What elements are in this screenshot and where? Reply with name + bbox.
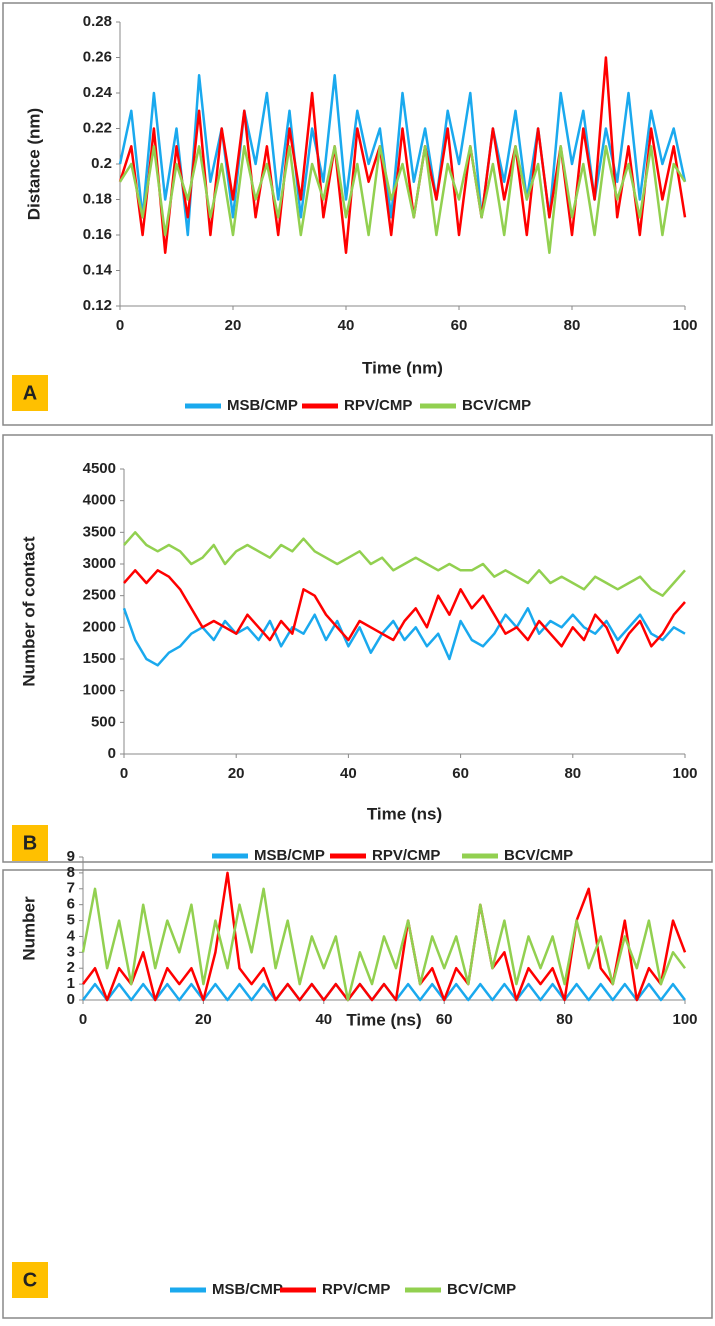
y-tick-label: 4500 — [83, 460, 116, 477]
panel-label-box — [12, 825, 48, 861]
x-tick-label: 100 — [672, 765, 697, 782]
y-tick-label: 0.18 — [83, 190, 112, 207]
legend-label: BCV/CMP — [447, 1281, 516, 1298]
y-axis-title: Number — [19, 896, 38, 961]
series-line — [118, 145, 687, 255]
y-tick-label: 9 — [67, 848, 75, 865]
y-tick-label: 0.26 — [83, 48, 112, 65]
legend-label: BCV/CMP — [504, 847, 573, 864]
y-tick-label: 2000 — [83, 618, 116, 635]
x-tick-label: 0 — [116, 317, 124, 334]
y-tick-label: 4000 — [83, 492, 116, 509]
x-tick-label: 60 — [436, 1011, 453, 1028]
panel-label-box — [12, 1262, 48, 1298]
y-tick-label: 3 — [67, 943, 75, 960]
x-tick-label: 60 — [451, 317, 468, 334]
y-tick-label: 0.2 — [91, 155, 112, 172]
panel-label: B — [23, 832, 37, 854]
x-tick-label: 100 — [672, 1011, 697, 1028]
y-tick-label: 1000 — [83, 682, 116, 699]
y-axis-title: Number of contact — [19, 536, 38, 687]
x-axis-title: Time (ns) — [346, 1010, 421, 1029]
y-tick-label: 0.28 — [83, 13, 112, 30]
x-tick-label: 0 — [120, 765, 128, 782]
series-line — [123, 531, 686, 597]
y-tick-label: 0.16 — [83, 226, 112, 243]
y-tick-label: 2 — [67, 959, 75, 976]
panel-label: C — [23, 1269, 37, 1291]
x-tick-label: 20 — [195, 1011, 212, 1028]
x-tick-label: 20 — [228, 765, 245, 782]
y-tick-label: 8 — [67, 864, 75, 881]
x-tick-label: 40 — [315, 1011, 332, 1028]
x-tick-label: 20 — [225, 317, 242, 334]
x-axis-title: Time (ns) — [367, 804, 442, 823]
panel-label-box — [12, 375, 48, 411]
y-tick-label: 3500 — [83, 523, 116, 540]
y-tick-label: 0 — [108, 745, 116, 762]
y-axis-title: Distance (nm) — [24, 108, 43, 220]
y-tick-label: 7 — [67, 880, 75, 897]
x-tick-label: 0 — [79, 1011, 87, 1028]
x-tick-label: 80 — [564, 317, 581, 334]
legend-label: RPV/CMP — [344, 397, 412, 414]
x-tick-label: 100 — [672, 317, 697, 334]
x-tick-label: 80 — [564, 765, 581, 782]
y-tick-label: 6 — [67, 896, 75, 913]
y-tick-label: 0.14 — [83, 261, 113, 278]
x-tick-label: 40 — [340, 765, 357, 782]
series-line — [118, 74, 687, 237]
series-line — [118, 56, 687, 255]
panel-border — [2, 434, 713, 863]
y-tick-label: 3000 — [83, 555, 116, 572]
legend-label: BCV/CMP — [462, 397, 531, 414]
y-tick-label: 2500 — [83, 587, 116, 604]
panel-border — [2, 2, 713, 426]
x-tick-label: 60 — [452, 765, 469, 782]
series-line — [123, 569, 686, 654]
panel-label: A — [23, 382, 37, 404]
x-tick-label: 40 — [338, 317, 355, 334]
y-tick-label: 500 — [91, 713, 116, 730]
x-axis-title: Time (nm) — [362, 358, 443, 377]
series-line — [81, 887, 686, 1002]
legend-label: RPV/CMP — [322, 1281, 390, 1298]
y-tick-label: 0.24 — [83, 84, 113, 101]
panel-border — [2, 869, 713, 1319]
legend-label: MSB/CMP — [227, 397, 298, 414]
y-tick-label: 4 — [67, 927, 76, 944]
x-tick-label: 80 — [556, 1011, 573, 1028]
y-tick-label: 0.12 — [83, 297, 112, 314]
legend-label: MSB/CMP — [212, 1281, 283, 1298]
y-tick-label: 0.22 — [83, 119, 112, 136]
series-line — [82, 871, 687, 1002]
series-line — [82, 982, 686, 1002]
y-tick-label: 0 — [67, 991, 75, 1008]
series-line — [122, 607, 686, 667]
y-tick-label: 5 — [67, 912, 75, 929]
legend-label: RPV/CMP — [372, 847, 440, 864]
legend-label: MSB/CMP — [254, 847, 325, 864]
y-tick-label: 1500 — [83, 650, 116, 667]
y-tick-label: 1 — [67, 975, 75, 992]
